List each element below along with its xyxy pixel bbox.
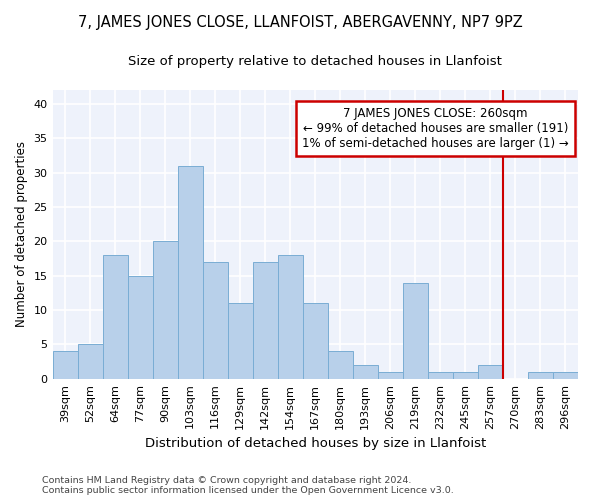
- Bar: [528, 372, 553, 379]
- Bar: [453, 372, 478, 379]
- Bar: [328, 352, 353, 379]
- Text: 7 JAMES JONES CLOSE: 260sqm
← 99% of detached houses are smaller (191)
1% of sem: 7 JAMES JONES CLOSE: 260sqm ← 99% of det…: [302, 107, 569, 150]
- Text: Contains HM Land Registry data © Crown copyright and database right 2024.
Contai: Contains HM Land Registry data © Crown c…: [42, 476, 454, 495]
- Bar: [77, 344, 103, 379]
- Bar: [378, 372, 403, 379]
- Bar: [103, 255, 128, 379]
- Bar: [253, 262, 278, 379]
- Bar: [478, 365, 503, 379]
- Bar: [302, 303, 328, 379]
- Text: 7, JAMES JONES CLOSE, LLANFOIST, ABERGAVENNY, NP7 9PZ: 7, JAMES JONES CLOSE, LLANFOIST, ABERGAV…: [77, 15, 523, 30]
- X-axis label: Distribution of detached houses by size in Llanfoist: Distribution of detached houses by size …: [145, 437, 486, 450]
- Title: Size of property relative to detached houses in Llanfoist: Size of property relative to detached ho…: [128, 55, 502, 68]
- Bar: [178, 166, 203, 379]
- Bar: [128, 276, 152, 379]
- Bar: [278, 255, 302, 379]
- Bar: [203, 262, 227, 379]
- Bar: [53, 352, 77, 379]
- Y-axis label: Number of detached properties: Number of detached properties: [15, 142, 28, 328]
- Bar: [553, 372, 578, 379]
- Bar: [403, 282, 428, 379]
- Bar: [353, 365, 378, 379]
- Bar: [428, 372, 453, 379]
- Bar: [152, 242, 178, 379]
- Bar: [227, 303, 253, 379]
